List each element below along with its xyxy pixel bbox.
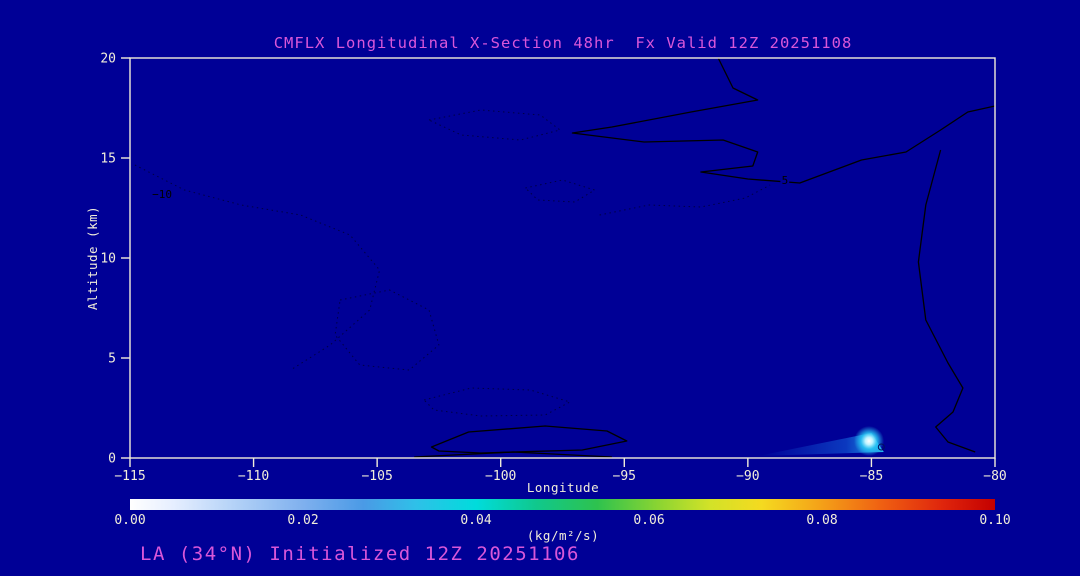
colorbar-tick-label: 0.08 [806,513,837,528]
colorbar-tick-label: 0.10 [979,513,1010,528]
x-tick-label: −85 [860,469,883,484]
x-tick-label: −110 [238,469,269,484]
init-label: LA (34°N) Initialized 12Z 20251106 [140,543,580,565]
contour-label: −10 [152,188,172,201]
contour-line-dashed [134,164,381,371]
contour-line-dashed [423,387,571,417]
contour-line-dashed [524,179,596,203]
contour-line [414,451,612,458]
y-axis-label: Altitude (km) [85,206,100,310]
contour-line [571,58,995,184]
x-axis-ticks: −115 −110 −105 −100 −95 −90 −85 −80 [114,458,1007,484]
contour-line [430,425,628,454]
x-tick-label: −105 [361,469,392,484]
flux-maximum [854,426,884,456]
y-tick-label: 5 [108,352,116,367]
contour-line-dashed [599,184,771,216]
plot-area: 5 −10 [134,58,995,458]
contour-label: 5 [782,174,789,187]
flux-plume [757,433,884,456]
plot-frame [129,57,996,459]
colorbar-tick-label: 0.06 [633,513,664,528]
colorbar-tick-label: 0.00 [114,513,145,528]
y-tick-label: 10 [100,252,116,267]
y-tick-label: 15 [100,152,116,167]
y-tick-label: 20 [100,52,116,67]
contour-line-dashed [428,109,561,141]
chart-title: CMFLX Longitudinal X-Section 48hr Fx Val… [274,34,853,52]
colorbar-tick-labels: 0.00 0.02 0.04 0.06 0.08 0.10 [114,513,1010,528]
y-axis-ticks: 0 5 10 15 20 [100,52,130,467]
x-axis-label: Longitude [527,480,599,495]
colorbar [130,499,995,510]
colorbar-units: (kg/m²/s) [527,528,599,543]
x-tick-label: −80 [983,469,1006,484]
x-tick-label: −115 [114,469,145,484]
colorbar-tick-label: 0.02 [287,513,318,528]
x-tick-label: −95 [613,469,636,484]
flux-secondary-ring [877,443,885,451]
y-tick-label: 0 [108,452,116,467]
x-tick-label: −90 [736,469,759,484]
colorbar-tick-label: 0.04 [460,513,491,528]
x-tick-label: −100 [485,469,516,484]
contour-line [917,149,976,453]
contour-line-dashed [334,289,440,371]
